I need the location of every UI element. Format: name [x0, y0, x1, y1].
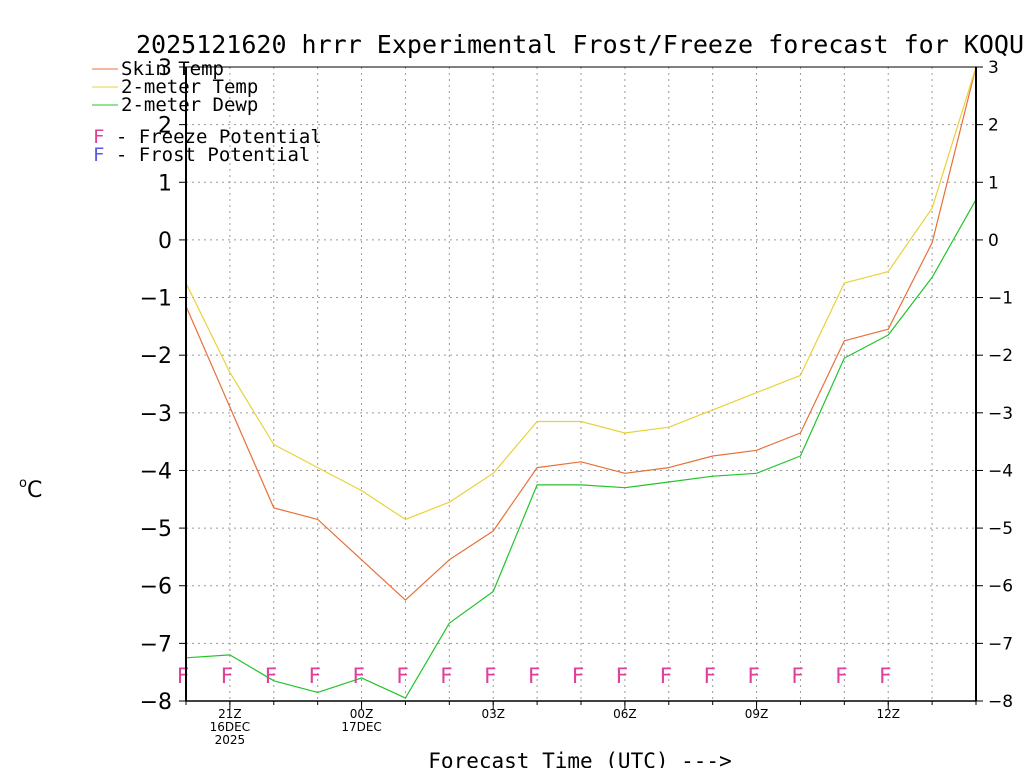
y-tick-label-right: −2 — [988, 346, 1013, 366]
freeze-flag: F — [484, 664, 497, 688]
legend-item-2m-dewp: 2-meter Dewp — [92, 94, 258, 116]
x-tick-label: 21Z — [218, 707, 242, 721]
series-line-skin-temp — [185, 66, 977, 601]
y-tick-label: −4 — [140, 459, 172, 484]
freeze-flag: F — [221, 664, 234, 688]
x-tick-label: 12Z — [876, 707, 900, 721]
freeze-flag: F — [659, 664, 672, 688]
x-tick-label: 09Z — [745, 707, 769, 721]
legend-label-2m-temp: 2-meter Temp — [121, 76, 258, 98]
freeze-flag: F — [835, 664, 848, 688]
y-tick-label-right: 0 — [988, 231, 999, 251]
y-tick-label-right: 3 — [988, 58, 999, 78]
y-tick-label: −8 — [140, 690, 172, 715]
grid — [186, 67, 976, 701]
freeze-flag: F — [352, 664, 365, 688]
freeze-potential-label: - Freeze Potential — [104, 126, 321, 148]
freeze-flag: F — [616, 664, 629, 688]
y-tick-label: −1 — [140, 287, 172, 312]
series-lines — [185, 66, 977, 699]
svg-text:F - Frost Potential: F - Frost Potential — [93, 144, 310, 166]
freeze-flag: F — [791, 664, 804, 688]
freeze-flag: F — [703, 664, 716, 688]
x-tick-label: 00Z — [350, 707, 374, 721]
legend: Skin Temp 2-meter Temp 2-meter Dewp F - … — [92, 58, 322, 166]
frost-potential-label: - Frost Potential — [104, 144, 310, 166]
legend-item-freeze-potential: F - Freeze Potential — [93, 126, 322, 148]
chart-title: 2025121620 hrrr Experimental Frost/Freez… — [136, 30, 1024, 59]
freeze-flag: F — [177, 664, 190, 688]
y-tick-label: 2 — [158, 114, 172, 139]
freeze-flag: F — [396, 664, 409, 688]
freeze-flag: F — [528, 664, 541, 688]
axes: −8 −8 −7 −7 −6 −6 −5 −5 −4 −4 −3 −3 −2 −2 −1 −1 0 0 1 1 2 2 3 3… — [140, 56, 1014, 747]
y-tick-label: 1 — [158, 171, 172, 196]
x-tick-label: 03Z — [481, 707, 505, 721]
y-tick-label-right: −1 — [988, 289, 1013, 309]
freeze-potential-symbol: F — [93, 126, 104, 148]
y-tick-label-right: −5 — [988, 519, 1013, 539]
legend-label-skin-temp: Skin Temp — [121, 58, 224, 80]
y-tick-label: −7 — [140, 632, 172, 657]
y-tick-label: −5 — [140, 517, 172, 542]
y-tick-label-right: −8 — [988, 692, 1013, 712]
degree-sign: o — [19, 476, 27, 491]
y-tick-label-right: −7 — [988, 634, 1013, 654]
freeze-flag: F — [308, 664, 321, 688]
y-axis-unit: oC — [19, 476, 42, 503]
y-tick-label-right: −4 — [988, 461, 1013, 481]
x-tick-label: 2025 — [215, 733, 246, 747]
y-tick-label: 3 — [158, 56, 172, 81]
series-line-2-meter-temp — [185, 66, 977, 521]
freeze-flag: F — [879, 664, 892, 688]
y-tick-label: 0 — [158, 229, 172, 254]
y-tick-label: −2 — [140, 344, 172, 369]
legend-item-2m-temp: 2-meter Temp — [92, 76, 258, 98]
frost-potential-symbol: F — [93, 144, 104, 166]
series-line-2-meter-dewp — [185, 199, 977, 699]
legend-item-frost-potential: F - Frost Potential — [93, 144, 310, 166]
x-tick-label: 16DEC — [210, 720, 250, 734]
x-axis-label: Forecast Time (UTC) ---> — [428, 749, 731, 768]
x-tick-label: 06Z — [613, 707, 637, 721]
svg-text:F - Freeze Potential: F - Freeze Potential — [93, 126, 322, 148]
y-tick-label-right: 1 — [988, 173, 999, 193]
freeze-flag: F — [747, 664, 760, 688]
freeze-flag: F — [264, 664, 277, 688]
y-tick-label: −6 — [140, 575, 172, 600]
x-tick-label: 17DEC — [341, 720, 381, 734]
freeze-flag: F — [440, 664, 453, 688]
y-tick-label-right: 2 — [988, 116, 999, 136]
legend-label-2m-dewp: 2-meter Dewp — [121, 94, 258, 116]
y-axis-unit-letter: C — [27, 478, 42, 503]
y-tick-label-right: −3 — [988, 404, 1013, 424]
y-tick-label: −3 — [140, 402, 172, 427]
y-tick-label-right: −6 — [988, 577, 1013, 597]
legend-item-skin-temp: Skin Temp — [92, 58, 224, 80]
freeze-flag: F — [572, 664, 585, 688]
